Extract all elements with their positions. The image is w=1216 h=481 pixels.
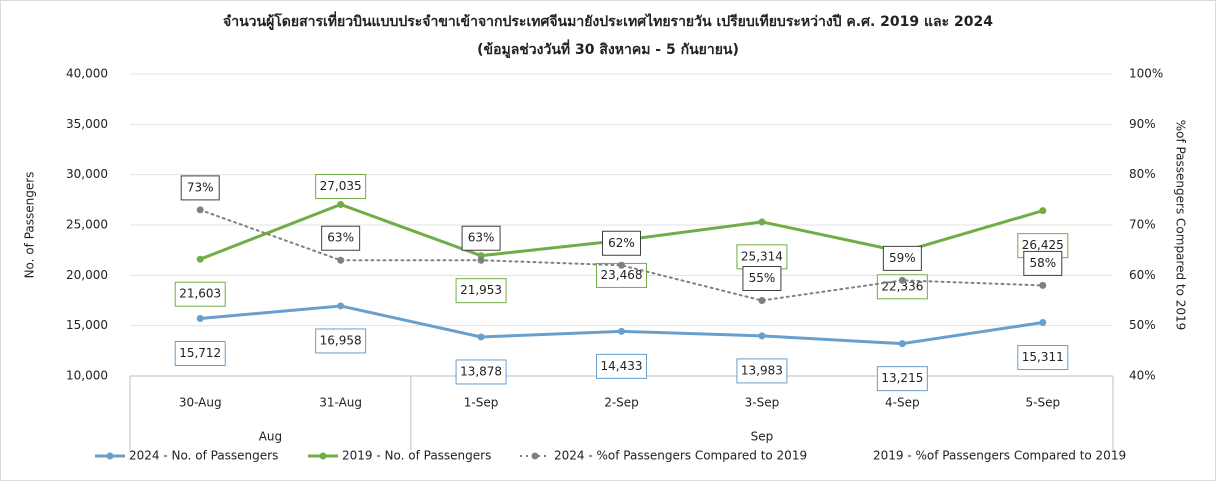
y-tick-label: 25,000 [66,218,108,232]
legend-marker [106,452,114,460]
data-point [477,256,485,264]
data-point [196,314,204,322]
data-label: 25,314 [741,249,783,263]
data-label-box [882,245,922,271]
data-label: 21,603 [179,287,221,301]
data-label-box [455,278,507,304]
data-label-box [1023,250,1063,276]
y-tick-label: 35,000 [66,117,108,131]
y-tick-label: 20,000 [66,268,108,282]
y2-tick-label: 40% [1129,369,1156,383]
legend-label: 2024 - %of Passengers Compared to 2019 [554,449,807,463]
group-label: Aug [259,430,282,444]
data-label: 13,983 [741,363,783,377]
group-label: Sep [751,430,774,444]
data-label: 14,433 [601,359,643,373]
data-point [196,255,204,263]
data-label: 21,953 [460,283,502,297]
data-label: 23,468 [601,268,643,282]
data-label: 63% [468,231,495,245]
data-point [758,332,766,340]
data-label: 27,035 [320,179,362,193]
data-point [898,276,906,284]
data-label: 62% [608,236,635,250]
data-label-box [315,328,367,354]
chart-subtitle: (ข้อมูลช่วงวันที่ 30 สิงหาคม - 5 กันยายน… [477,39,739,58]
data-label-box [455,359,507,385]
y2-tick-label: 90% [1129,117,1156,131]
data-label: 16,958 [320,333,362,347]
legend-label: 2019 - No. of Passengers [342,449,491,463]
chart-title: จำนวนผู้โดยสารเที่ยวบินแบบประจำขาเข้าจาก… [223,11,993,30]
data-point [618,327,625,335]
y-tick-label: 40,000 [66,67,108,81]
x-tick-label: 30-Aug [179,396,222,410]
data-point [1039,207,1047,215]
data-label: 55% [749,271,776,285]
data-point [618,261,625,269]
data-label-box [876,366,928,392]
x-tick-label: 5-Sep [1025,396,1060,410]
data-point [477,333,485,341]
data-point [1039,281,1047,289]
legend-marker [319,452,327,460]
data-point [898,340,906,348]
data-label: 63% [327,231,354,245]
y-tick-label: 30,000 [66,167,108,181]
y2-tick-label: 70% [1129,218,1156,232]
data-label-box [174,281,226,307]
data-label-box [602,230,641,256]
y2-tick-label: 60% [1129,268,1156,282]
data-label: 58% [1029,256,1056,270]
legend-label: 2019 - %of Passengers Compared to 2019 [873,449,1126,463]
data-label-box [736,244,788,270]
legend-label: 2024 - No. of Passengers [129,449,278,463]
y-axis-label: No. of Passengers [23,172,37,279]
y2-axis-label: %of Passengers Compared to 2019 [1174,120,1188,331]
y-tick-label: 15,000 [66,318,108,332]
x-tick-label: 31-Aug [319,396,362,410]
data-label-box [180,175,220,201]
data-label: 15,311 [1022,350,1064,364]
data-label: 59% [889,251,916,265]
data-label: 73% [187,180,214,194]
data-label: 13,878 [460,364,502,378]
data-point [1039,319,1047,327]
data-point [196,206,204,214]
data-label-box [596,353,647,379]
data-label-box [1017,345,1069,371]
data-label-box [461,225,501,251]
y2-tick-label: 80% [1129,167,1156,181]
data-label: 15,712 [179,346,221,360]
data-label-box [736,358,788,384]
data-point [337,256,345,264]
y-tick-label: 10,000 [66,369,108,383]
x-tick-label: 1-Sep [464,396,499,410]
data-label-box [321,225,361,251]
x-tick-label: 4-Sep [885,396,920,410]
data-label: 22,336 [881,279,923,293]
data-label: 13,215 [881,371,923,385]
data-label-box [174,340,226,366]
data-label: 26,425 [1022,238,1064,252]
x-tick-label: 2-Sep [604,396,639,410]
y2-tick-label: 50% [1129,318,1156,332]
y2-tick-label: 100% [1129,67,1163,81]
data-label-box [315,174,367,200]
data-label-box [742,266,782,291]
data-point [758,218,766,226]
x-tick-label: 3-Sep [745,396,780,410]
data-point [758,297,766,304]
data-point [337,302,345,310]
legend-marker [531,452,539,460]
data-point [337,201,345,209]
